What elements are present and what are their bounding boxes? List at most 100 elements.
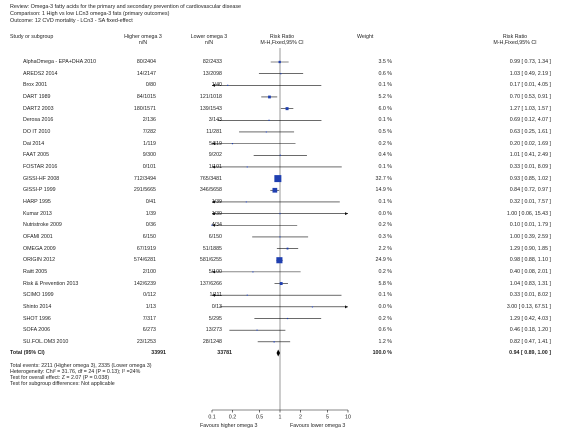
- study-weight: 3.5 %: [378, 59, 392, 65]
- rr-value-method: M-H,Fixed,95% CI: [493, 40, 537, 46]
- study-weight: 1.2 %: [378, 338, 392, 345]
- rr-plot-method: M-H,Fixed,95% CI: [260, 40, 304, 46]
- total-weight: 100.0 %: [372, 350, 392, 356]
- study-weight: 14.9 %: [375, 187, 393, 194]
- ci-arrow-right: [345, 212, 348, 216]
- effect-square: [273, 341, 275, 343]
- total-ci: 0.94 [ 0.89, 1.00 ]: [509, 350, 551, 356]
- effect-square: [272, 187, 278, 193]
- lower-events: 11/281: [206, 128, 222, 135]
- lower-events: 139/1543: [199, 105, 222, 112]
- effect-square: [245, 201, 247, 203]
- study-weight: 0.2 %: [378, 140, 392, 147]
- effect-square: [256, 329, 258, 331]
- study-ci: 1.27 [ 1.03, 1.57 ]: [509, 105, 551, 112]
- study-weight: 0.2 %: [378, 315, 392, 322]
- lower-events: 82/2433: [202, 59, 222, 65]
- study-column-header: Study or subgroup: [10, 34, 54, 40]
- higher-events: 0/41: [145, 198, 156, 205]
- lower-events: 5/295: [208, 315, 222, 322]
- study-weight: 0.6 %: [378, 70, 392, 77]
- ci-arrow-left: [212, 142, 215, 146]
- ci-arrow-left: [212, 270, 215, 274]
- x-tick-label: 2: [299, 415, 302, 421]
- lower-events: 3/143: [208, 117, 222, 124]
- study-ci: 0.70 [ 0.53, 0.91 ]: [509, 93, 551, 100]
- study-weight: 24.9 %: [375, 257, 393, 264]
- study-ci: 0.33 [ 0.01, 8.02 ]: [509, 292, 551, 299]
- rr-value-header: Risk Ratio: [502, 34, 528, 40]
- higher-events: 80/2404: [136, 59, 156, 65]
- study-ci: 0.63 [ 0.25, 1.61 ]: [509, 128, 551, 135]
- study-name: Risk & Prevention 2013: [23, 280, 79, 287]
- study-ci: 0.10 [ 0.01, 1.79 ]: [509, 222, 551, 229]
- lower-column-header: Lower omega 3: [190, 34, 228, 40]
- total-lower: 33781: [217, 350, 232, 356]
- lower-n-header: n/N: [204, 40, 214, 46]
- higher-events: 0/80: [145, 82, 156, 89]
- lower-events: 137/6266: [199, 280, 222, 287]
- x-tick-label: 0.1: [208, 415, 215, 421]
- study-name: AREDS2 2014: [23, 70, 58, 77]
- effect-square: [279, 282, 283, 286]
- effect-square: [279, 212, 281, 215]
- rr-plot-header: Risk Ratio: [269, 34, 295, 40]
- study-ci: 0.84 [ 0.72, 0.97 ]: [509, 187, 551, 194]
- higher-events: 1/13: [145, 303, 156, 310]
- ci-arrow-left: [212, 223, 215, 227]
- x-tick-label: 0.5: [256, 415, 263, 421]
- higher-events: 7/317: [142, 315, 156, 322]
- favours-lower-label: Favours lower omega 3: [290, 423, 346, 429]
- study-weight: 0.3 %: [378, 233, 392, 240]
- study-weight: 0.5 %: [378, 128, 392, 135]
- effect-square: [276, 257, 283, 264]
- lower-events: 51/1885: [202, 245, 222, 252]
- lower-events: 346/5658: [199, 187, 222, 194]
- study-name: DART 1989: [23, 93, 51, 100]
- study-ci: 0.69 [ 0.12, 4.07 ]: [509, 117, 551, 124]
- effect-square: [311, 306, 314, 308]
- review-title: Review: Omega-3 fatty acids for the prim…: [10, 4, 242, 10]
- effect-square: [246, 166, 248, 168]
- effect-square: [227, 84, 229, 86]
- heterogeneity: Heterogeneity: Chi² = 31.76, df = 24 (P …: [10, 369, 141, 375]
- ci-arrow-left: [212, 165, 215, 169]
- study-ci: 0.32 [ 0.01, 7.57 ]: [509, 198, 551, 205]
- study-ci: 0.99 [ 0.73, 1.34 ]: [509, 59, 551, 65]
- higher-events: 1/119: [143, 140, 156, 147]
- total-higher: 33991: [151, 350, 166, 356]
- lower-events: 13/2098: [202, 70, 222, 77]
- study-name: GISSI-P 1999: [23, 187, 56, 194]
- higher-events: 23/1253: [136, 338, 156, 345]
- study-ci: 1.04 [ 0.83, 1.31 ]: [509, 280, 551, 287]
- study-ci: 1.00 [ 0.06, 15.43 ]: [506, 210, 551, 217]
- study-ci: 0.40 [ 0.08, 2.01 ]: [509, 268, 551, 275]
- higher-events: 14/2147: [136, 70, 156, 77]
- study-weight: 0.1 %: [378, 163, 392, 170]
- total-label: Total (95% CI): [10, 350, 45, 356]
- study-ci: 1.00 [ 0.39, 2.59 ]: [509, 233, 551, 240]
- outcome-title: Outcome: 12 CVD mortality - LCn3 - SA fi…: [10, 18, 133, 24]
- effect-square: [274, 175, 282, 183]
- study-name: SCIMO 1999: [23, 292, 54, 299]
- ci-arrow-left: [212, 200, 215, 204]
- x-tick-label: 0.2: [229, 415, 236, 421]
- study-name: DART2 2003: [23, 105, 54, 112]
- study-name: GISSI-HF 2008: [23, 175, 60, 182]
- lower-events: 121/1018: [199, 93, 222, 100]
- effect-square: [268, 119, 270, 121]
- higher-events: 84/1015: [136, 93, 156, 100]
- favours-higher-label: Favours higher omega 3: [200, 423, 258, 429]
- study-ci: 0.33 [ 0.01, 8.09 ]: [509, 163, 551, 170]
- effect-square: [280, 73, 282, 75]
- higher-events: 2/136: [142, 117, 156, 124]
- study-ci: 0.46 [ 0.18, 1.20 ]: [509, 327, 551, 334]
- effect-square: [286, 247, 289, 250]
- higher-events: 7/282: [142, 128, 156, 135]
- study-name: FOSTAR 2016: [23, 163, 58, 170]
- effect-square: [252, 271, 254, 273]
- higher-events: 712/3494: [133, 175, 156, 182]
- higher-events: 291/5665: [133, 187, 156, 194]
- higher-events: 6/150: [142, 233, 156, 240]
- subgroup-differences: Test for subgroup differences: Not appli…: [10, 381, 115, 387]
